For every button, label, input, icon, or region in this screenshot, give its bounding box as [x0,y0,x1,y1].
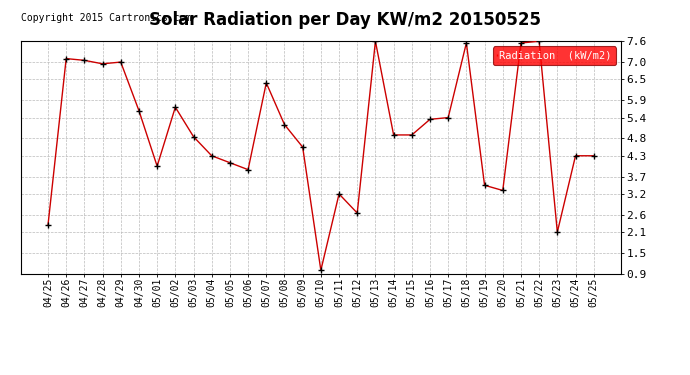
Text: Copyright 2015 Cartronics.com: Copyright 2015 Cartronics.com [21,13,191,23]
Text: Solar Radiation per Day KW/m2 20150525: Solar Radiation per Day KW/m2 20150525 [149,11,541,29]
Legend: Radiation  (kW/m2): Radiation (kW/m2) [493,46,615,65]
